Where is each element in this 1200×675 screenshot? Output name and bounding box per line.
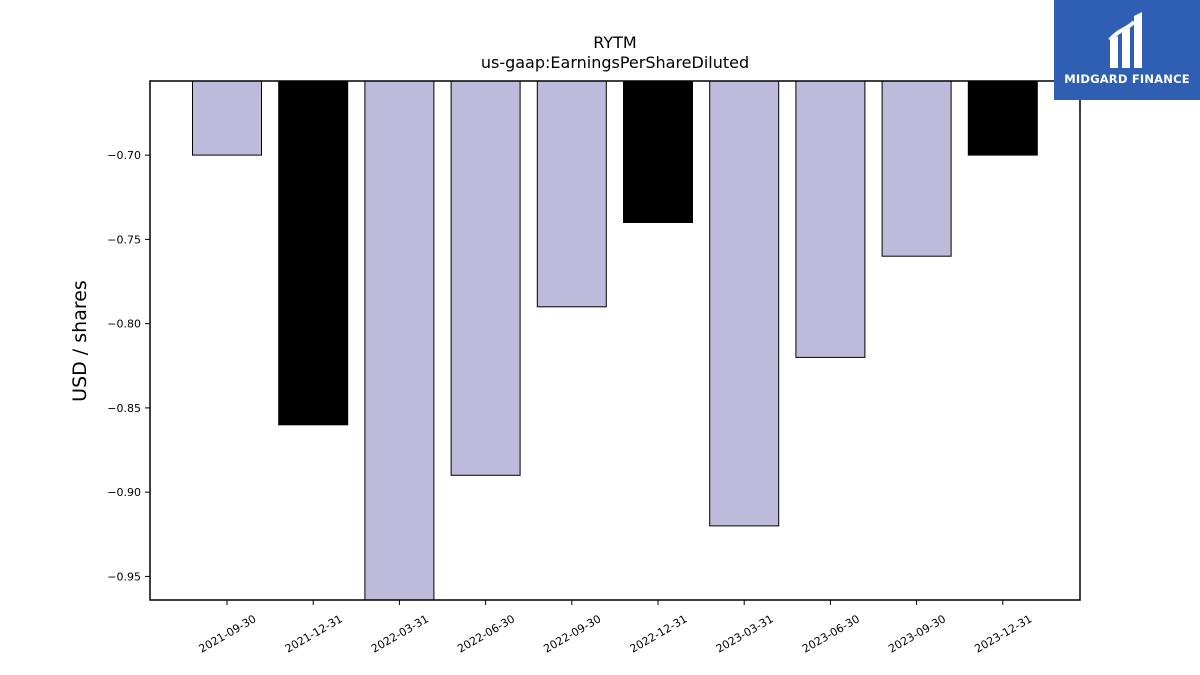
bar-2023-03-31	[709, 80, 780, 527]
bar-2023-09-30	[881, 80, 952, 257]
logo-icon	[1108, 12, 1142, 68]
brand-logo: MIDGARD FINANCE	[1054, 0, 1200, 100]
y-axis: −0.70 −0.75 −0.80 −0.85 −0.90 −0.95	[107, 149, 150, 583]
x-tick-label: 2023-12-31	[972, 612, 1034, 655]
x-tick-label: 2022-09-30	[541, 612, 603, 655]
bar-2022-03-31	[364, 80, 435, 601]
x-tick-label: 2023-03-31	[714, 612, 776, 655]
x-tick-label: 2022-06-30	[455, 612, 517, 655]
y-tick-label: −0.80	[107, 318, 141, 331]
y-axis-label: USD / shares	[69, 280, 91, 402]
bar-2022-09-30	[536, 80, 607, 308]
y-tick-label: −0.85	[107, 402, 141, 415]
y-tick-label: −0.95	[107, 570, 141, 583]
x-tick-label: 2022-12-31	[628, 612, 690, 655]
bar-2021-12-31	[278, 80, 349, 426]
plot-frame	[149, 80, 1081, 601]
y-tick-label: −0.75	[107, 233, 141, 246]
y-tick-label: −0.90	[107, 486, 141, 499]
bar-2022-12-31	[623, 80, 693, 223]
x-tick-label: 2023-06-30	[800, 612, 862, 655]
bars-layer	[192, 80, 1038, 601]
chart-title: RYTM	[593, 33, 636, 52]
x-tick-label: 2021-12-31	[283, 612, 345, 655]
bar-2021-09-30	[192, 80, 262, 156]
chart-subtitle: us-gaap:EarningsPerShareDiluted	[481, 53, 749, 72]
x-tick-label: 2022-03-31	[369, 612, 431, 655]
logo-text: MIDGARD FINANCE	[1064, 72, 1190, 86]
bar-2023-06-30	[795, 80, 866, 358]
y-tick-label: −0.70	[107, 149, 141, 162]
x-tick-label: 2021-09-30	[197, 612, 259, 655]
x-tick-label: 2023-09-30	[886, 612, 948, 655]
x-axis: 2021-09-30 2021-12-31 2022-03-31 2022-06-30…	[197, 600, 1034, 656]
bar-2023-12-31	[967, 80, 1038, 156]
bar-2022-06-30	[450, 80, 521, 476]
